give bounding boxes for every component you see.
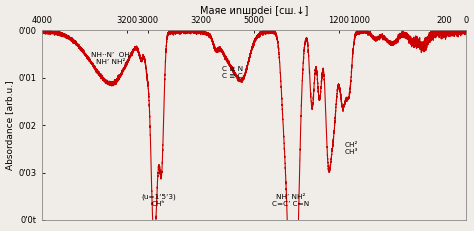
X-axis label: Маяе иnшрdei [cш.↓]: Маяе иnшрdei [cш.↓]	[200, 6, 308, 15]
Text: CH²
CH³: CH² CH³	[345, 142, 358, 155]
Y-axis label: Absordance [arb.u.]: Absordance [arb.u.]	[6, 80, 15, 170]
Text: NH’ NH²
C=C’ C=N: NH’ NH² C=C’ C=N	[272, 194, 310, 207]
Text: C ≡ N
C ≡ C: C ≡ N C ≡ C	[222, 66, 243, 79]
Text: (u=1‘5‘3)
CHʰ: (u=1‘5‘3) CHʰ	[141, 194, 176, 207]
Text: NH··N’  OH
NH’ NH²: NH··N’ OH NH’ NH²	[91, 52, 130, 64]
